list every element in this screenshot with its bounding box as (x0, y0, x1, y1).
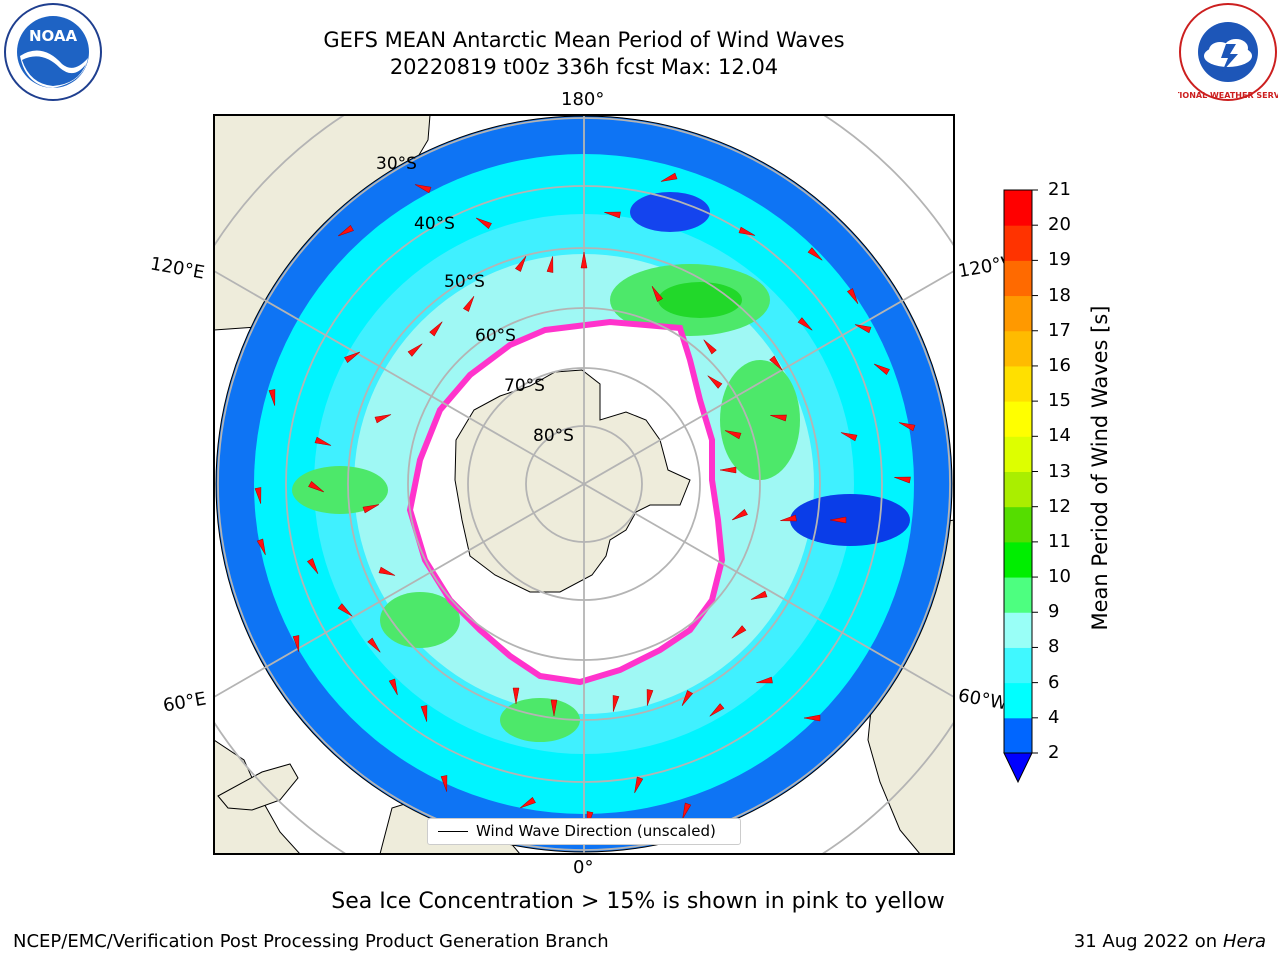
colorbar-tick-label: 11 (1048, 530, 1071, 552)
lon-label-bottom: 0° (573, 857, 594, 878)
colorbar-under-triangle (1003, 752, 1033, 784)
colorbar-tick-label: 10 (1048, 566, 1071, 588)
antarctic-map: 30°S 40°S 50°S 60°S 70°S 80°S (213, 114, 955, 855)
colorbar-tick-label: 21 (1048, 179, 1071, 200)
noaa-logo: NOAA (4, 3, 102, 101)
lat-label-70s: 70°S (504, 376, 545, 396)
colorbar-segment (1004, 330, 1032, 367)
lat-label-60s: 60°S (475, 326, 516, 346)
colorbar-segment (1004, 612, 1032, 648)
colorbar-segment (1004, 190, 1032, 226)
colorbar-tick-label: 18 (1048, 284, 1071, 306)
lat-label-30s: 30°S (376, 154, 417, 174)
latitude-labels: 30°S 40°S 50°S 60°S 70°S 80°S (376, 154, 574, 446)
graticule (214, 115, 954, 854)
lat-label-40s: 40°S (414, 214, 455, 234)
colorbar-tick-label: 16 (1048, 354, 1071, 376)
map-legend: Wind Wave Direction (unscaled) (427, 818, 741, 845)
colorbar-segment (1004, 295, 1032, 332)
colorbar-tick-label: 6 (1048, 671, 1060, 693)
nws-logo-text: NATIONAL WEATHER SERVICE (1178, 91, 1278, 100)
colorbar-segment (1004, 541, 1032, 578)
run-date: 31 Aug 2022 on Hera (1074, 931, 1266, 952)
lon-label-lower-left: 60°E (161, 688, 208, 717)
chart-title: GEFS MEAN Antarctic Mean Period of Wind … (323, 28, 845, 52)
caption: Sea Ice Concentration > 15% is shown in … (331, 889, 945, 914)
antarctica (454, 369, 691, 593)
noaa-logo-text: NOAA (29, 27, 78, 45)
colorbar-segment (1004, 436, 1032, 472)
lat-label-50s: 50°S (444, 272, 485, 292)
colorbar-segment (1004, 401, 1032, 437)
colorbar-tick-label: 8 (1048, 636, 1060, 658)
colorbar-ticks (1032, 189, 1038, 754)
colorbar-segment (1004, 365, 1032, 402)
credit-text: NCEP/EMC/Verification Post Processing Pr… (13, 931, 609, 952)
nws-logo: NATIONAL WEATHER SERVICE (1178, 3, 1278, 101)
colorbar-tick-label: 15 (1048, 390, 1071, 412)
colorbar-segment (1004, 647, 1032, 684)
legend-line-icon (438, 831, 468, 832)
colorbar-segment (1004, 260, 1032, 297)
wave-direction-arrows (254, 172, 916, 828)
lat-label-80s: 80°S (533, 426, 574, 446)
colorbar-segment (1004, 682, 1032, 719)
colorbar-segment (1004, 506, 1032, 543)
colorbar-segments (1004, 190, 1032, 754)
lon-label-top: 180° (561, 89, 605, 110)
machine-name: Hera (1222, 931, 1266, 952)
colorbar-segment (1004, 717, 1032, 754)
colorbar-tick-label: 19 (1048, 249, 1071, 271)
map-frame (213, 114, 955, 855)
colorbar-label: Mean Period of Wind Waves [s] (1088, 305, 1112, 631)
colorbar-tick-label: 13 (1048, 460, 1071, 482)
colorbar (1003, 189, 1038, 784)
colorbar-segment (1004, 225, 1032, 261)
colorbar-segment (1004, 577, 1032, 613)
lon-label-upper-left: 120°E (148, 253, 207, 284)
colorbar-tick-label: 14 (1048, 425, 1071, 447)
chart-subtitle: 20220819 t00z 336h fcst Max: 12.04 (389, 55, 779, 79)
colorbar-tick-label: 12 (1048, 495, 1071, 517)
legend-label: Wind Wave Direction (unscaled) (476, 822, 716, 840)
colorbar-tick-label: 2 (1048, 742, 1060, 763)
run-date-text: 31 Aug 2022 on (1073, 931, 1218, 952)
colorbar-tick-label: 20 (1048, 214, 1071, 236)
colorbar-tick-label: 4 (1048, 706, 1060, 728)
colorbar-tick-label: 9 (1048, 601, 1060, 623)
colorbar-tick-label: 17 (1048, 319, 1071, 341)
colorbar-segment (1004, 471, 1032, 508)
